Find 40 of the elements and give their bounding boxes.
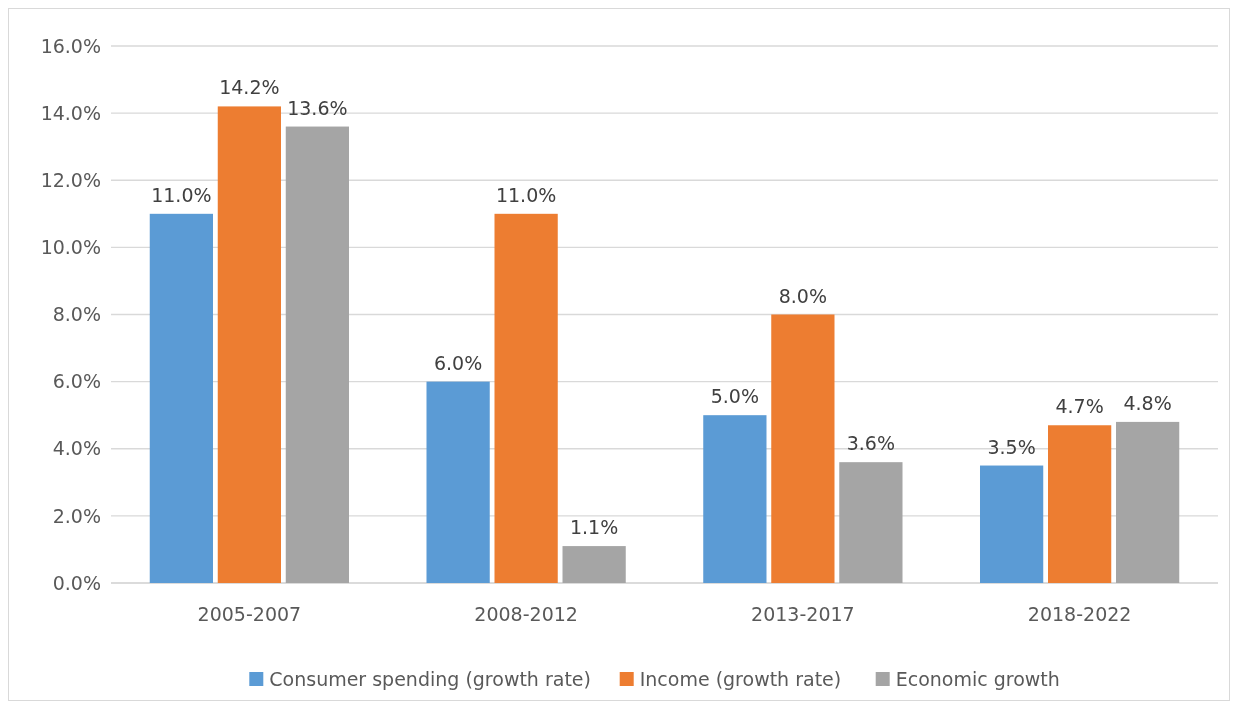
- bar: [426, 381, 490, 583]
- data-label: 14.2%: [219, 76, 280, 99]
- data-label: 6.0%: [433, 351, 483, 374]
- y-tick-label: 16.0%: [40, 34, 101, 57]
- data-label: 8.0%: [778, 284, 828, 307]
- y-tick-label: 6.0%: [52, 370, 101, 393]
- data-label: 3.6%: [846, 432, 896, 455]
- legend-label: Income (growth rate): [639, 667, 842, 690]
- data-label: 3.5%: [987, 435, 1036, 458]
- bar: [1048, 425, 1112, 583]
- bar: [980, 465, 1044, 583]
- y-tick-label: 4.0%: [52, 437, 101, 460]
- bar: [494, 213, 558, 583]
- bar: [149, 213, 213, 583]
- data-label: 13.6%: [287, 96, 348, 119]
- data-label: 4.7%: [1055, 395, 1104, 418]
- x-tick-label: 2005-2007: [197, 603, 302, 625]
- y-tick-label: 0.0%: [52, 571, 101, 594]
- data-label: 1.1%: [569, 516, 619, 539]
- x-tick-label: 2008-2012: [474, 603, 578, 625]
- y-tick-label: 8.0%: [52, 303, 101, 326]
- y-tick-label: 14.0%: [40, 101, 101, 124]
- y-tick-label: 10.0%: [40, 236, 101, 259]
- data-label: 4.8%: [1123, 391, 1172, 414]
- data-label: 5.0%: [710, 385, 760, 408]
- x-tick-label: 2018-2022: [1027, 603, 1132, 625]
- bar: [771, 314, 835, 583]
- bar: [1116, 421, 1180, 583]
- data-label: 11.0%: [495, 183, 557, 206]
- y-tick-label: 12.0%: [40, 168, 101, 191]
- bar: [839, 462, 903, 583]
- y-tick-label: 2.0%: [52, 504, 101, 527]
- bar: [285, 126, 350, 583]
- x-tick-label: 2013-2017: [751, 603, 855, 625]
- bar: [562, 546, 626, 583]
- bar: [703, 415, 767, 583]
- bar: [217, 106, 281, 583]
- data-label: 11.0%: [151, 183, 212, 206]
- legend-label: Economic growth: [895, 667, 1060, 690]
- legend-label: Consumer spending (growth rate): [269, 667, 591, 690]
